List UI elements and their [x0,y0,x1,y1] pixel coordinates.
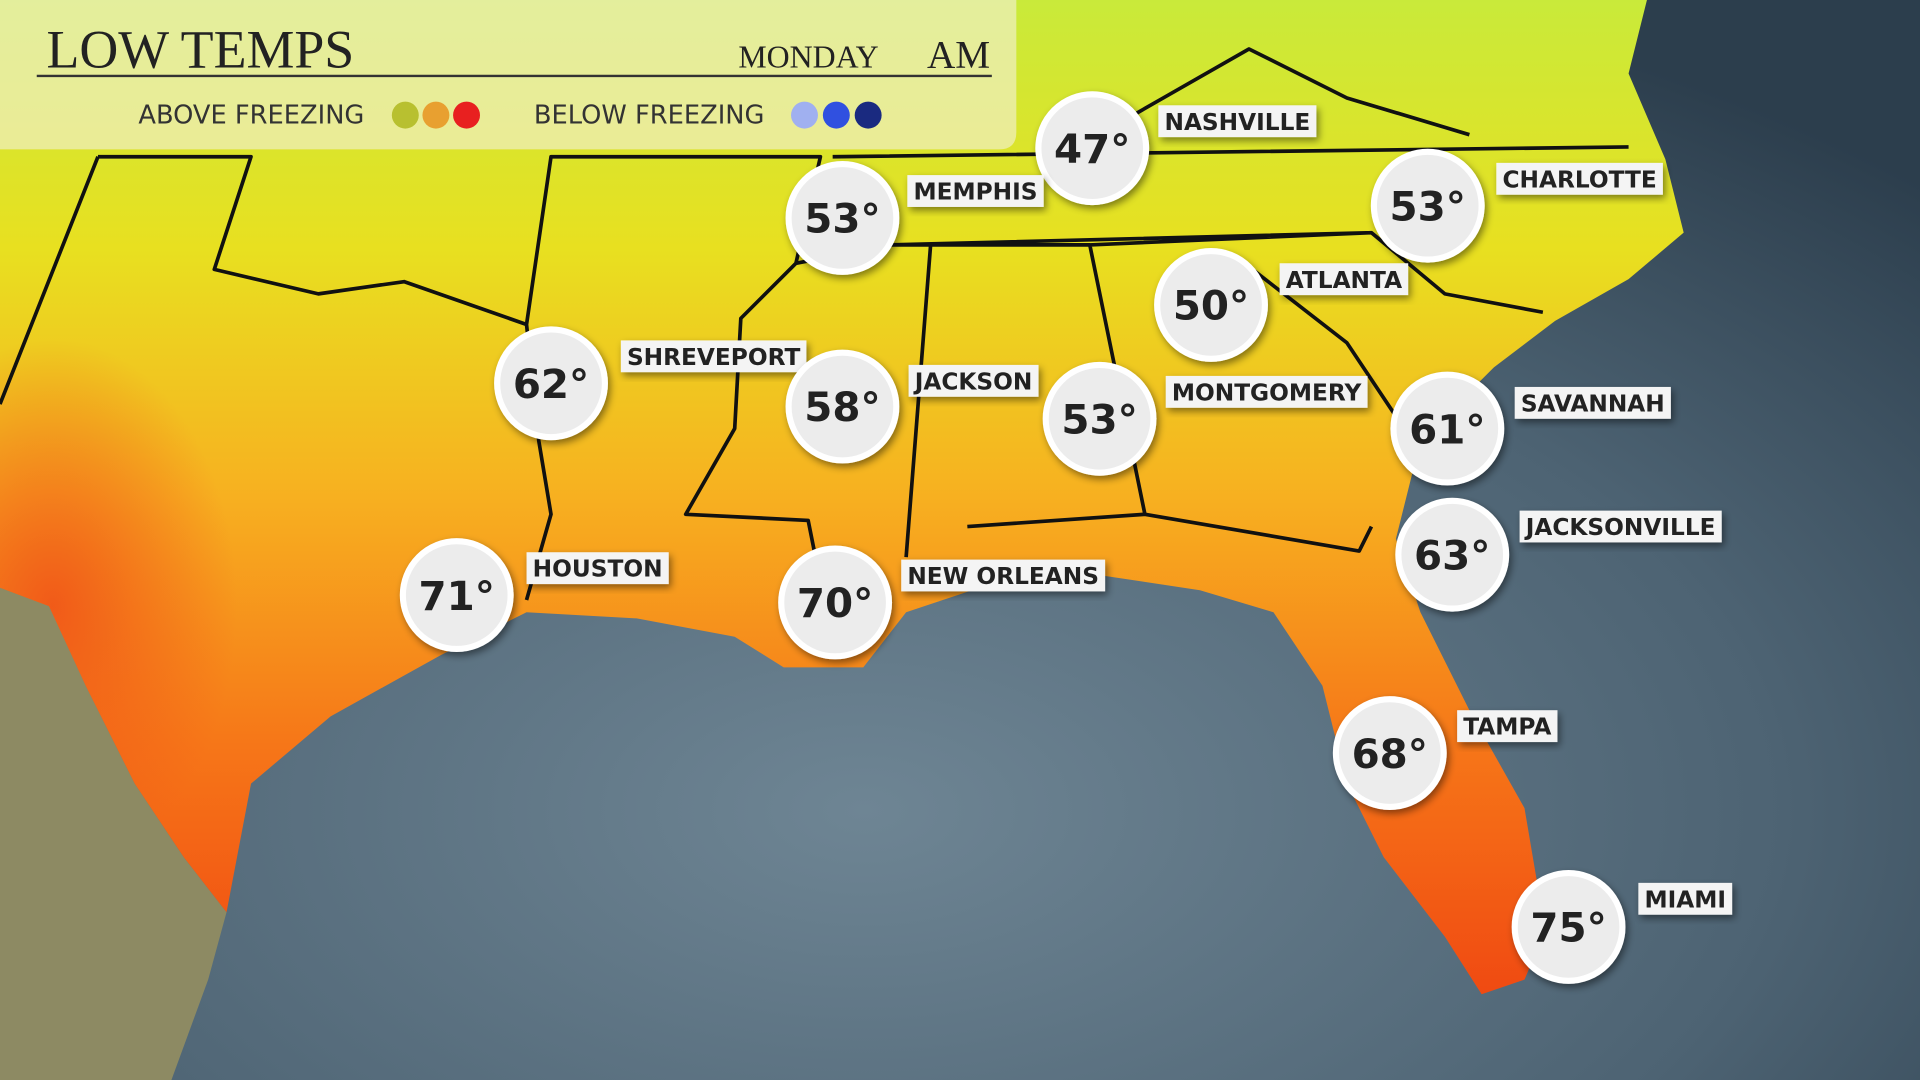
city-label-box [1457,710,1558,743]
period: AM [927,33,990,76]
temp: 70° [797,579,873,627]
temp: 47° [1054,125,1130,173]
temp-circle [778,545,893,660]
city: CHARLOTTE 53° [1370,148,1663,263]
city-name: SAVANNAH [1521,390,1665,417]
legend-dot [822,101,850,129]
legend-dot [422,101,450,129]
city: JACKSON 58° [785,349,1039,464]
city: HOUSTON 71° [399,538,669,653]
city: TAMPA 68° [1332,696,1558,810]
city-name: CHARLOTTE [1502,166,1656,193]
city-label-box [901,559,1106,592]
temp-circle [1332,696,1447,810]
city: JACKSONVILLE 63° [1395,497,1722,612]
city: ATLANTA 50° [1154,247,1409,362]
legend-below: BELOW FREEZING [534,101,765,131]
temp: 62° [513,360,589,408]
city-name: NEW ORLEANS [907,563,1099,590]
temp: 53° [1390,182,1466,230]
city-label-box [1165,375,1368,408]
temp-circle [1370,148,1485,263]
city-name: HOUSTON [533,556,663,583]
city-label-box [1279,263,1409,296]
temp-circle [1511,870,1626,984]
city: MEMPHIS 53° [785,161,1044,275]
temp: 53° [804,195,880,243]
city-label-box [907,175,1044,207]
temp: 50° [1173,282,1249,330]
city: MONTGOMERY 53° [1042,361,1368,476]
city: NASHVILLE 47° [1035,91,1317,206]
city-name: ATLANTA [1286,267,1402,294]
city-name: MONTGOMERY [1172,379,1363,406]
city-label-box [1638,882,1733,915]
city: NEW ORLEANS 70° [778,545,1106,660]
temp-circle [1390,371,1505,486]
temp-circle [785,161,900,275]
legend-dot [391,101,419,129]
city-label-box [1514,386,1671,419]
temp: 63° [1414,531,1490,579]
temp: 68° [1352,730,1428,778]
city-name: SHREVEPORT [627,344,801,371]
land-warm [0,146,527,913]
city: SHREVEPORT 62° [494,326,807,441]
city: MIAMI 75° [1511,870,1733,984]
mexico-land [0,587,227,1080]
temp: 61° [1409,405,1485,453]
city-name: NASHVILLE [1164,109,1310,136]
city-label-box [1496,162,1663,195]
temp-circle [399,538,514,653]
legend-above: ABOVE FREEZING [138,101,364,131]
legend-dot [854,101,882,129]
city-markers: NASHVILLE 47° MEMPHIS 53° CHARLOTTE 53° ATLANT… [399,91,1733,984]
temp: 53° [1061,395,1137,443]
city-name: TAMPA [1463,714,1551,741]
city-name: MIAMI [1644,886,1726,913]
city-name: JACKSON [913,368,1033,395]
city-label-box [526,552,669,585]
temp-circle [785,349,900,464]
temp: 71° [419,572,495,620]
day: MONDAY [738,39,878,74]
city-name: JACKSONVILLE [1524,514,1716,541]
temp-circle [1154,247,1268,362]
temp: 75° [1530,904,1606,952]
city-label-box [1158,105,1317,138]
city-name: MEMPHIS [913,179,1037,206]
city-label-box [908,364,1039,397]
temp: 58° [804,383,880,431]
legend-dot [453,101,480,129]
city-label-box [620,340,807,373]
city-label-box [1519,510,1722,543]
title: LOW TEMPS [47,19,355,79]
temp-circle [1042,361,1157,476]
temp-circle [1035,91,1150,206]
city: SAVANNAH 61° [1390,371,1671,486]
legend-dot [791,101,818,129]
temp-circle [494,326,608,441]
temp-circle [1395,497,1510,612]
